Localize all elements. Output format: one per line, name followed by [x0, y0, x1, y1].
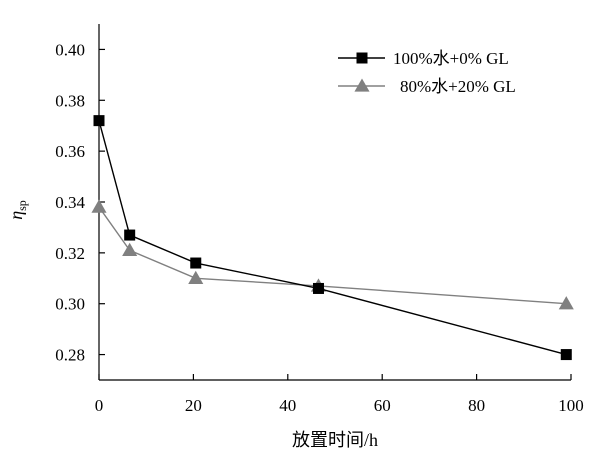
y-tick-label: 0.38 — [55, 91, 85, 110]
data-point — [312, 282, 324, 294]
legend-entry: 100%水+0% GL — [338, 49, 509, 68]
x-tick-label: 80 — [468, 396, 485, 415]
y-axis-label-sub: sp — [15, 200, 29, 211]
series-triangle — [91, 199, 574, 310]
data-point — [93, 115, 105, 127]
y-axis-label-main: η — [6, 211, 26, 220]
y-axis-label: ηsp — [6, 200, 29, 220]
y-tick-label: 0.40 — [55, 40, 85, 59]
x-tick-label: 40 — [279, 396, 296, 415]
legend-entry: 80%水+20% GL — [338, 77, 516, 96]
data-point — [558, 296, 574, 310]
x-tick-label: 0 — [95, 396, 104, 415]
x-tick-label: 20 — [185, 396, 202, 415]
legend-label: 80%水+20% GL — [400, 77, 516, 96]
legend: 100%水+0% GL 80%水+20% GL — [338, 49, 516, 96]
x-tick-label: 100 — [558, 396, 584, 415]
data-point — [560, 349, 572, 361]
data-point — [188, 270, 204, 284]
data-point — [124, 229, 136, 241]
axis-ticks: 0 20 40 60 80 100 0.28 0.30 0.32 0.34 0.36 0.38 0.40 — [55, 40, 584, 415]
legend-label: 100%水+0% GL — [393, 49, 509, 68]
x-axis-label: 放置时间/h — [292, 430, 378, 450]
data-point — [190, 257, 202, 269]
data-point — [91, 199, 107, 213]
legend-marker — [356, 52, 368, 64]
x-tick-label: 60 — [374, 396, 391, 415]
y-tick-label: 0.28 — [55, 346, 85, 365]
series-square — [93, 115, 572, 361]
y-tick-label: 0.36 — [55, 142, 85, 161]
series-layer — [91, 115, 574, 361]
y-tick-label: 0.32 — [55, 244, 85, 263]
legend-marker — [354, 78, 370, 92]
series-line — [98, 120, 567, 356]
y-tick-label: 0.30 — [55, 295, 85, 314]
data-point — [122, 242, 138, 256]
y-tick-label: 0.34 — [55, 193, 85, 212]
series-line — [98, 206, 567, 305]
